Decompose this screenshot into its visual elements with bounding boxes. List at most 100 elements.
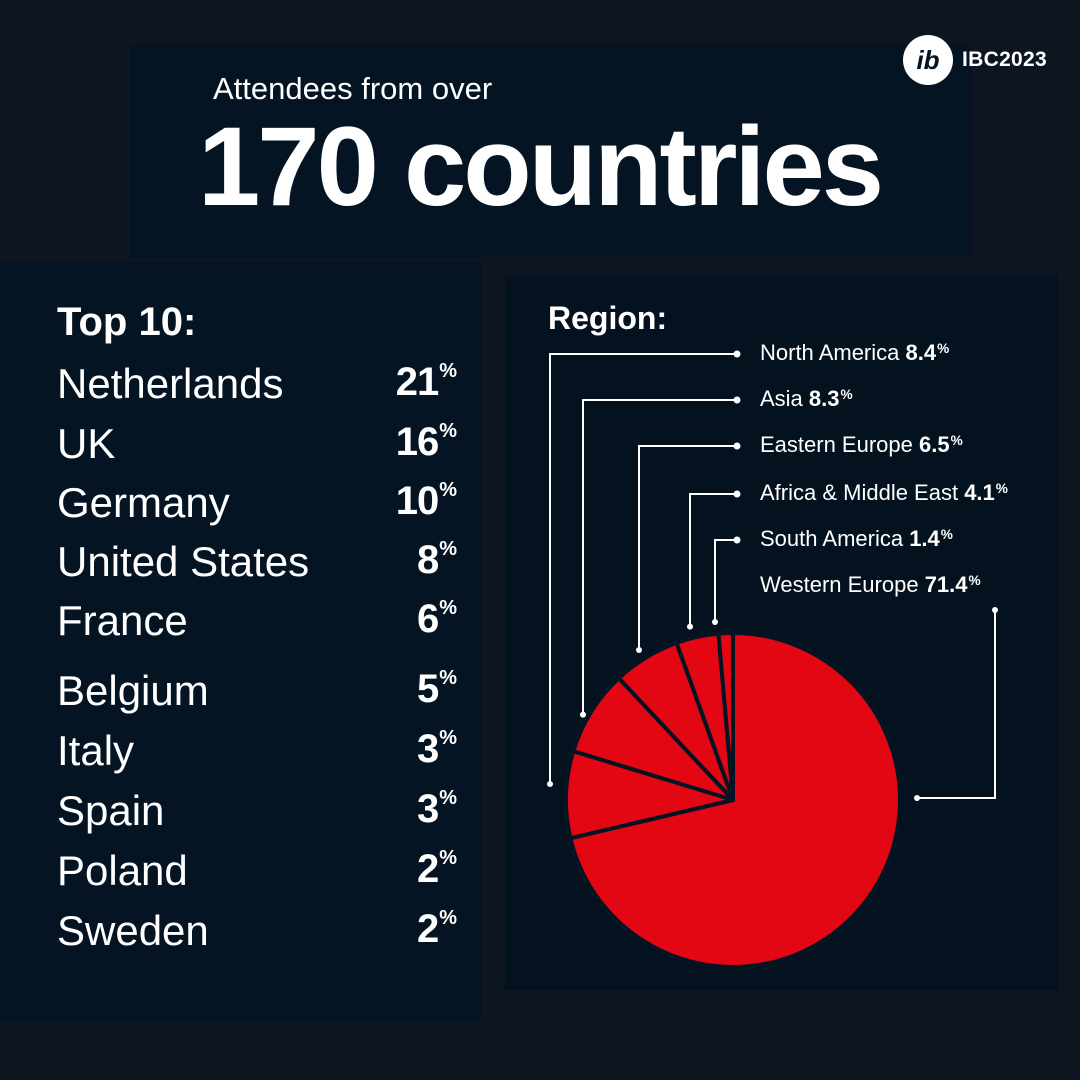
region-percentage: 1.4% [909, 526, 953, 551]
leader-dot [733, 350, 741, 358]
region-legend-item: Western Europe 71.4% [760, 572, 981, 598]
top10-row: UK 16% [57, 420, 457, 474]
region-heading: Region: [548, 300, 668, 336]
top10-row: Germany 10% [57, 479, 457, 533]
percent-sign: % [968, 572, 981, 588]
country-name: Germany [57, 479, 230, 526]
region-legend-item: North America 8.4% [760, 340, 949, 366]
country-name: Poland [57, 847, 188, 894]
percent-sign: % [439, 538, 457, 560]
country-percentage-value: 2 [416, 907, 439, 951]
leader-dot [636, 647, 642, 653]
country-percentage: 3% [417, 727, 457, 772]
region-percentage-value: 8.4 [905, 340, 937, 365]
leader-dot [733, 490, 741, 498]
percent-sign: % [937, 340, 950, 356]
region-legend-item: Eastern Europe 6.5% [760, 432, 963, 458]
country-percentage: 3% [417, 787, 457, 832]
region-percentage: 6.5% [919, 432, 963, 457]
region-percentage-value: 4.1 [964, 480, 995, 505]
leader-line [638, 445, 737, 650]
region-legend-item: Africa & Middle East 4.1% [760, 480, 1008, 506]
leader-dot [733, 396, 741, 404]
top10-row: Sweden 2% [57, 907, 457, 961]
pie-slice [563, 749, 735, 841]
country-percentage-value: 2 [416, 847, 439, 891]
region-percentage-value: 6.5 [918, 432, 950, 457]
pie-slice [568, 631, 902, 969]
percent-sign: % [439, 420, 457, 442]
top10-row: Netherlands 21% [57, 360, 457, 414]
region-name: Africa & Middle East [760, 480, 965, 505]
leader-dot [733, 536, 741, 544]
percent-sign: % [940, 526, 953, 542]
region-percentage: 4.1% [964, 480, 1008, 505]
country-name: Spain [57, 787, 165, 834]
brand-name: IBC2023 [962, 48, 1047, 71]
region-percentage-value: 71.4 [924, 572, 968, 597]
leader-dot [712, 619, 718, 625]
leader-dot [687, 623, 693, 630]
leader-dot [992, 607, 998, 613]
leader-line [582, 399, 737, 715]
leader-dot [547, 781, 553, 787]
leader-line [917, 610, 996, 799]
leader-line [549, 353, 737, 784]
country-percentage-value: 21 [395, 360, 439, 404]
country-percentage: 6% [417, 597, 457, 642]
country-percentage: 10% [396, 479, 457, 524]
ibc-logo-icon: ib [903, 35, 953, 85]
country-percentage: 2% [417, 847, 457, 892]
country-name: France [57, 597, 188, 644]
region-name: North America [760, 340, 906, 365]
leader-dot [580, 711, 586, 718]
percent-sign: % [439, 727, 457, 749]
region-percentage: 8.3% [809, 386, 853, 411]
region-name: Asia [760, 386, 809, 411]
country-name: United States [57, 538, 310, 585]
leader-dot [733, 442, 741, 450]
country-percentage: 8% [417, 538, 457, 583]
country-percentage-value: 6 [416, 597, 439, 641]
country-percentage-value: 3 [416, 727, 439, 771]
country-percentage: 2% [417, 907, 457, 952]
percent-sign: % [439, 847, 457, 869]
region-name: Western Europe [760, 572, 925, 597]
country-percentage-value: 5 [416, 667, 439, 711]
top10-heading: Top 10: [57, 300, 197, 344]
page-subtitle: Attendees from over [213, 71, 493, 106]
percent-sign: % [840, 386, 853, 402]
percent-sign: % [439, 479, 457, 501]
region-legend-item: Asia 8.3% [760, 386, 853, 412]
top10-row: Belgium 5% [57, 667, 457, 721]
country-name: UK [57, 420, 116, 467]
region-percentage: 8.4% [906, 340, 950, 365]
percent-sign: % [439, 597, 457, 619]
top10-row: France 6% [57, 597, 457, 651]
country-percentage-value: 16 [395, 420, 439, 464]
percent-sign: % [439, 787, 457, 809]
percent-sign: % [950, 432, 963, 448]
country-name: Belgium [57, 667, 209, 714]
ibc-logo: ib IBC2023 [903, 35, 1047, 85]
percent-sign: % [995, 480, 1008, 496]
percent-sign: % [439, 667, 457, 689]
top10-row: Spain 3% [57, 787, 457, 841]
percent-sign: % [439, 360, 457, 382]
leader-line [689, 493, 737, 627]
header-panel [130, 45, 972, 257]
top10-row: United States 8% [57, 538, 457, 592]
top10-row: Poland 2% [57, 847, 457, 901]
logo-mark: ib [916, 44, 940, 75]
region-percentage-value: 1.4 [909, 526, 940, 551]
country-name: Netherlands [57, 360, 284, 407]
region-name: South America [760, 526, 910, 551]
region-name: Eastern Europe [760, 432, 919, 457]
country-percentage: 16% [396, 420, 457, 465]
country-percentage-value: 3 [416, 787, 439, 831]
top10-row: Italy 3% [57, 727, 457, 781]
percent-sign: % [439, 907, 457, 929]
region-percentage-value: 8.3 [808, 386, 840, 411]
country-name: Sweden [57, 907, 209, 954]
